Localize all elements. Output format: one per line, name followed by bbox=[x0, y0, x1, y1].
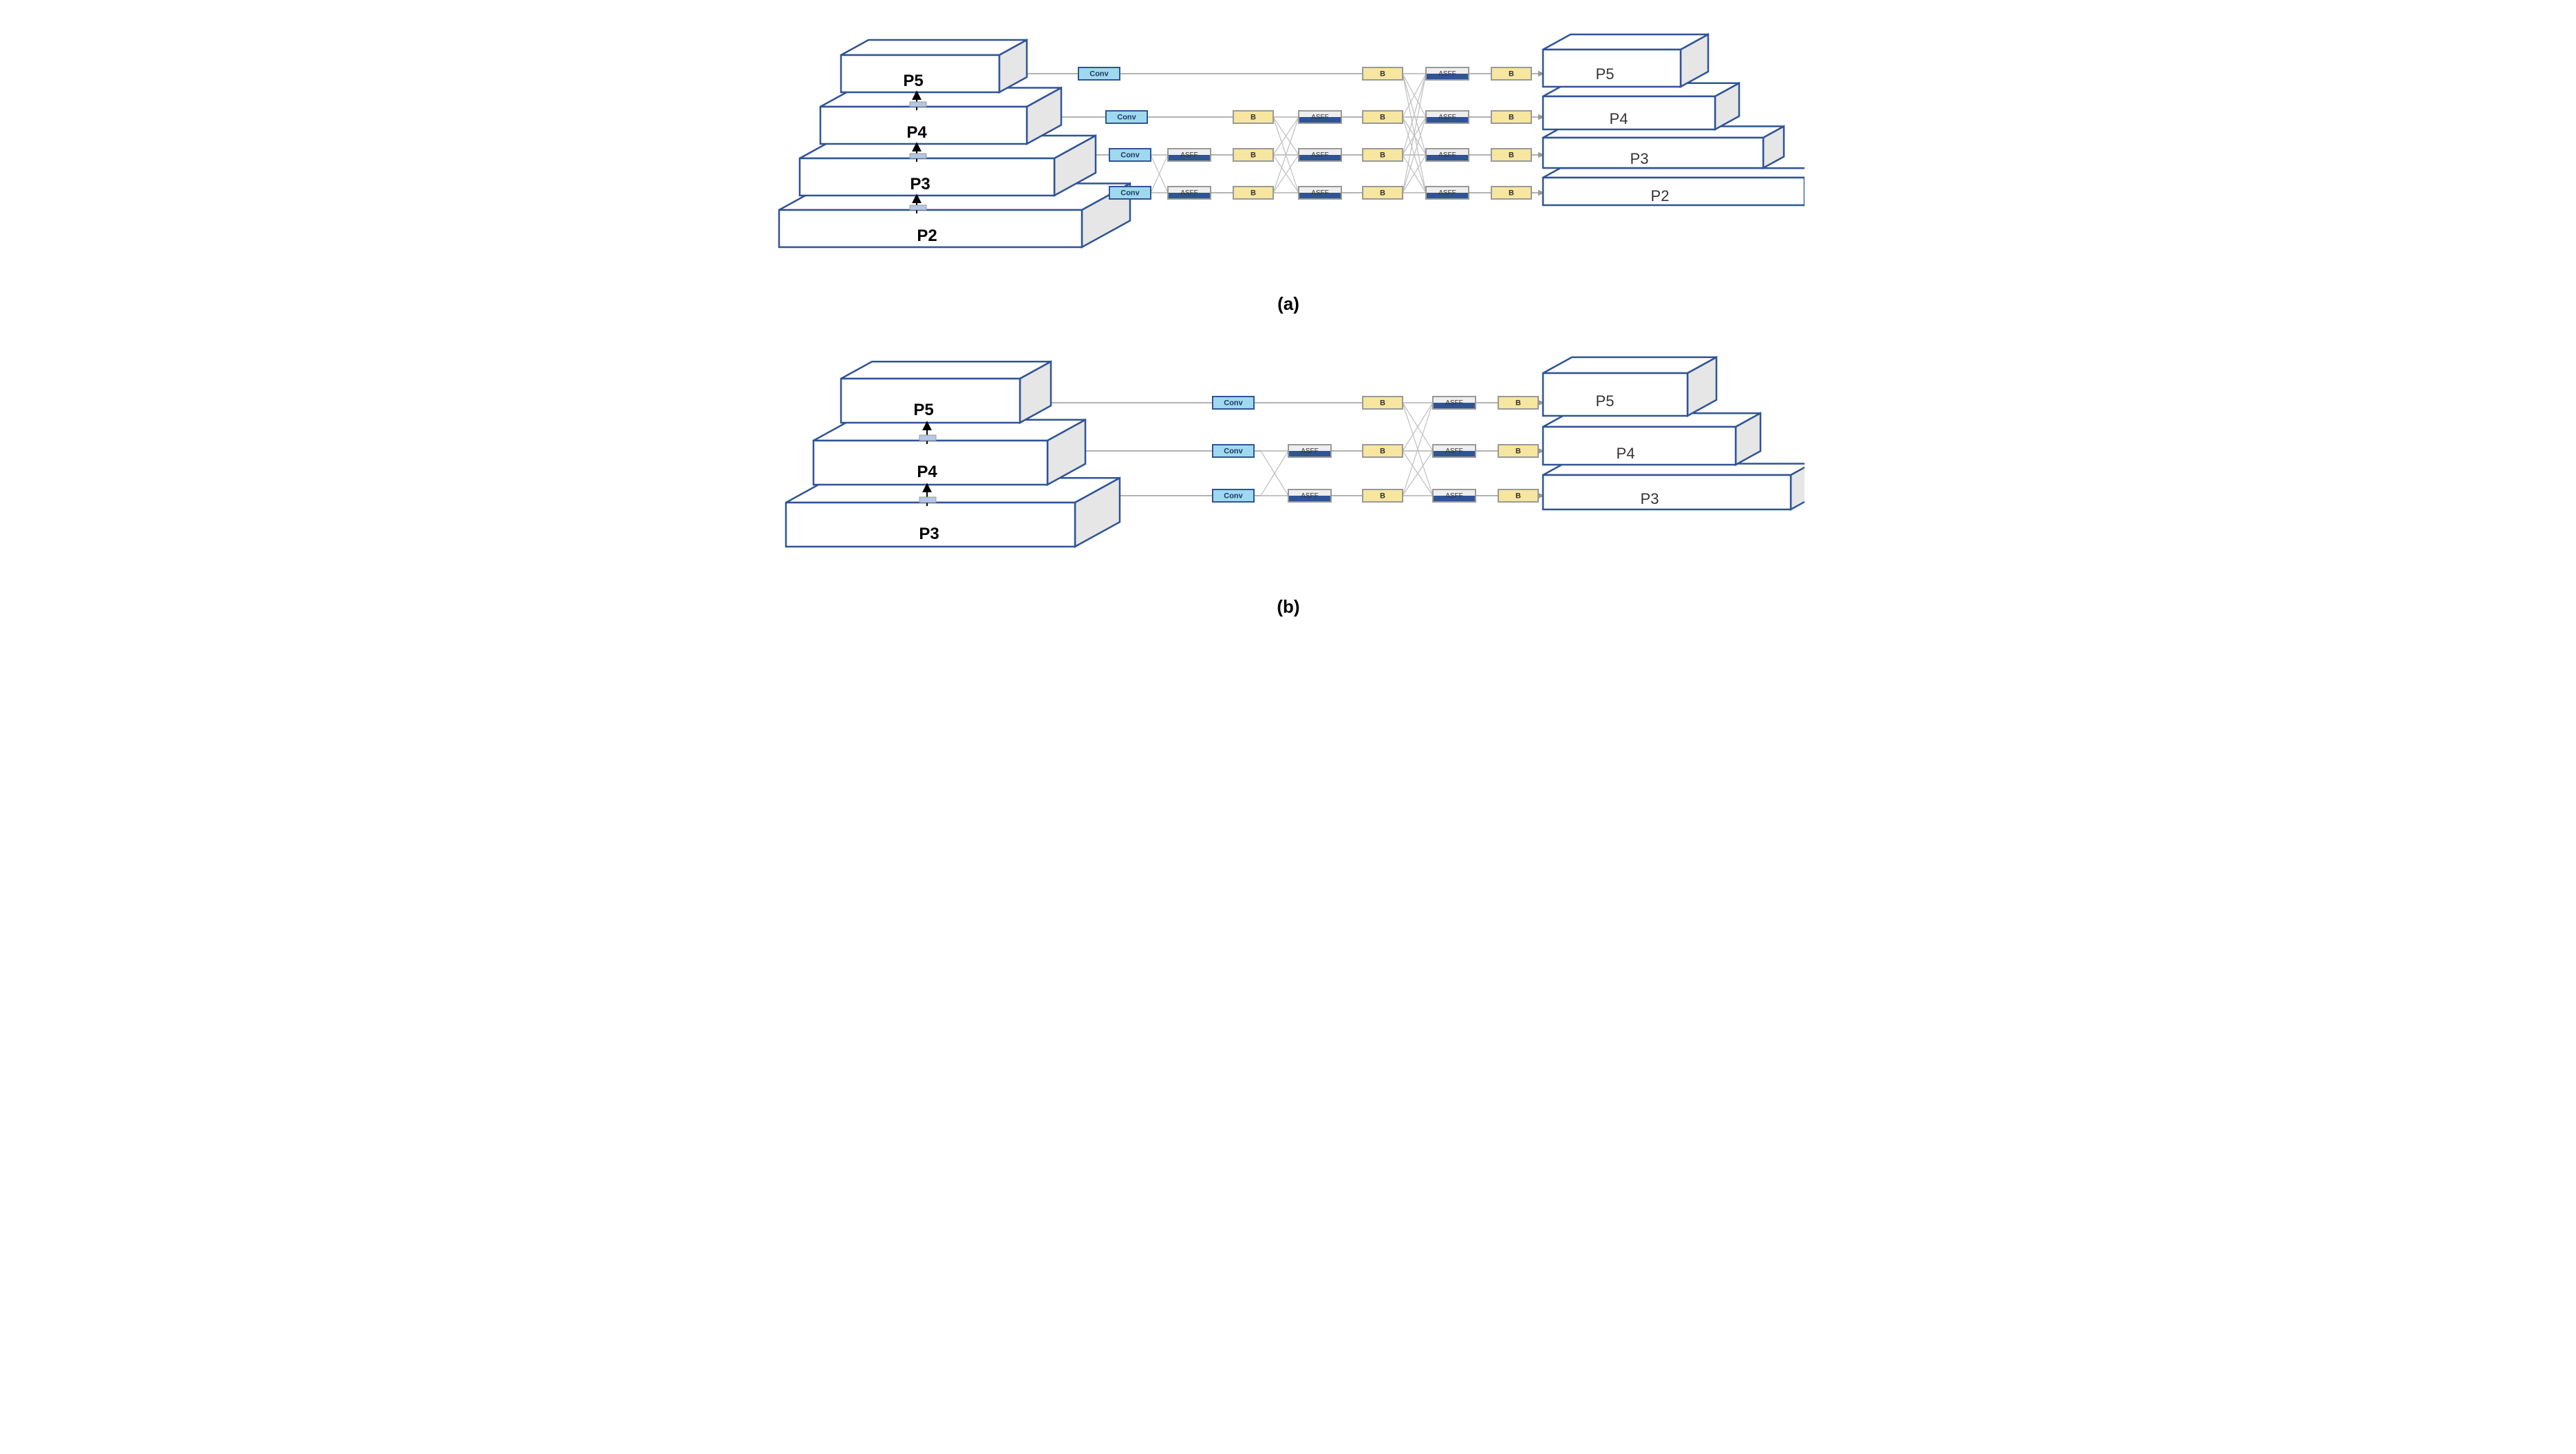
svg-text:ASFF: ASFF bbox=[1311, 114, 1329, 121]
svg-text:B: B bbox=[1515, 447, 1521, 455]
svg-text:Conv: Conv bbox=[1089, 70, 1109, 78]
svg-text:ASFF: ASFF bbox=[1311, 189, 1329, 197]
svg-text:B: B bbox=[1380, 492, 1385, 500]
svg-text:ASFF: ASFF bbox=[1445, 492, 1463, 500]
svg-text:ASFF: ASFF bbox=[1301, 447, 1319, 455]
svg-text:P5: P5 bbox=[1595, 392, 1614, 410]
svg-text:ASFF: ASFF bbox=[1180, 189, 1198, 197]
svg-text:B: B bbox=[1515, 492, 1521, 500]
svg-text:P4: P4 bbox=[1609, 110, 1628, 127]
svg-text:Conv: Conv bbox=[1224, 492, 1243, 500]
svg-text:(a): (a) bbox=[1277, 293, 1299, 314]
svg-text:P3: P3 bbox=[1630, 150, 1648, 167]
svg-text:Conv: Conv bbox=[1120, 151, 1140, 159]
svg-text:ASFF: ASFF bbox=[1180, 151, 1198, 159]
svg-text:B: B bbox=[1250, 151, 1256, 159]
svg-text:P3: P3 bbox=[910, 175, 930, 193]
svg-text:B: B bbox=[1509, 70, 1514, 78]
svg-text:P5: P5 bbox=[903, 72, 923, 90]
svg-text:B: B bbox=[1515, 399, 1521, 407]
svg-text:ASFF: ASFF bbox=[1438, 189, 1456, 197]
svg-text:ASFF: ASFF bbox=[1438, 114, 1456, 121]
svg-text:Conv: Conv bbox=[1117, 113, 1136, 121]
svg-text:Conv: Conv bbox=[1224, 447, 1243, 455]
svg-text:ASFF: ASFF bbox=[1445, 447, 1463, 455]
svg-text:(b): (b) bbox=[1277, 596, 1299, 617]
svg-text:P3: P3 bbox=[919, 525, 939, 543]
svg-text:ASFF: ASFF bbox=[1445, 399, 1463, 407]
diagram-svg: P5 P4 P3 P2 P5 P4 P3 P2 Conv Conv Conv Conv ASFF ASFF… bbox=[772, 14, 1805, 633]
svg-text:B: B bbox=[1380, 189, 1385, 197]
svg-text:ASFF: ASFF bbox=[1438, 70, 1456, 78]
figure-canvas: P5 P4 P3 P2 P5 P4 P3 P2 Conv Conv Conv Conv ASFF ASFF… bbox=[772, 14, 1805, 633]
svg-text:P3: P3 bbox=[1640, 490, 1659, 507]
svg-text:P4: P4 bbox=[906, 123, 927, 142]
svg-text:P2: P2 bbox=[917, 226, 937, 245]
svg-text:B: B bbox=[1380, 399, 1385, 407]
svg-text:B: B bbox=[1380, 151, 1385, 159]
svg-text:B: B bbox=[1509, 189, 1514, 197]
svg-text:P5: P5 bbox=[913, 401, 933, 419]
svg-text:Conv: Conv bbox=[1224, 399, 1243, 407]
svg-text:P2: P2 bbox=[1650, 187, 1669, 204]
svg-text:P4: P4 bbox=[917, 463, 937, 481]
svg-text:B: B bbox=[1250, 113, 1256, 121]
svg-text:B: B bbox=[1250, 189, 1256, 197]
svg-text:P4: P4 bbox=[1616, 445, 1635, 462]
svg-text:B: B bbox=[1380, 70, 1385, 78]
svg-text:Conv: Conv bbox=[1120, 189, 1140, 197]
svg-text:B: B bbox=[1380, 113, 1385, 121]
svg-text:B: B bbox=[1509, 151, 1514, 159]
svg-text:B: B bbox=[1509, 113, 1514, 121]
svg-text:ASFF: ASFF bbox=[1438, 151, 1456, 159]
svg-text:B: B bbox=[1380, 447, 1385, 455]
svg-text:ASFF: ASFF bbox=[1311, 151, 1329, 159]
svg-text:P5: P5 bbox=[1595, 65, 1614, 83]
svg-text:ASFF: ASFF bbox=[1301, 492, 1319, 500]
